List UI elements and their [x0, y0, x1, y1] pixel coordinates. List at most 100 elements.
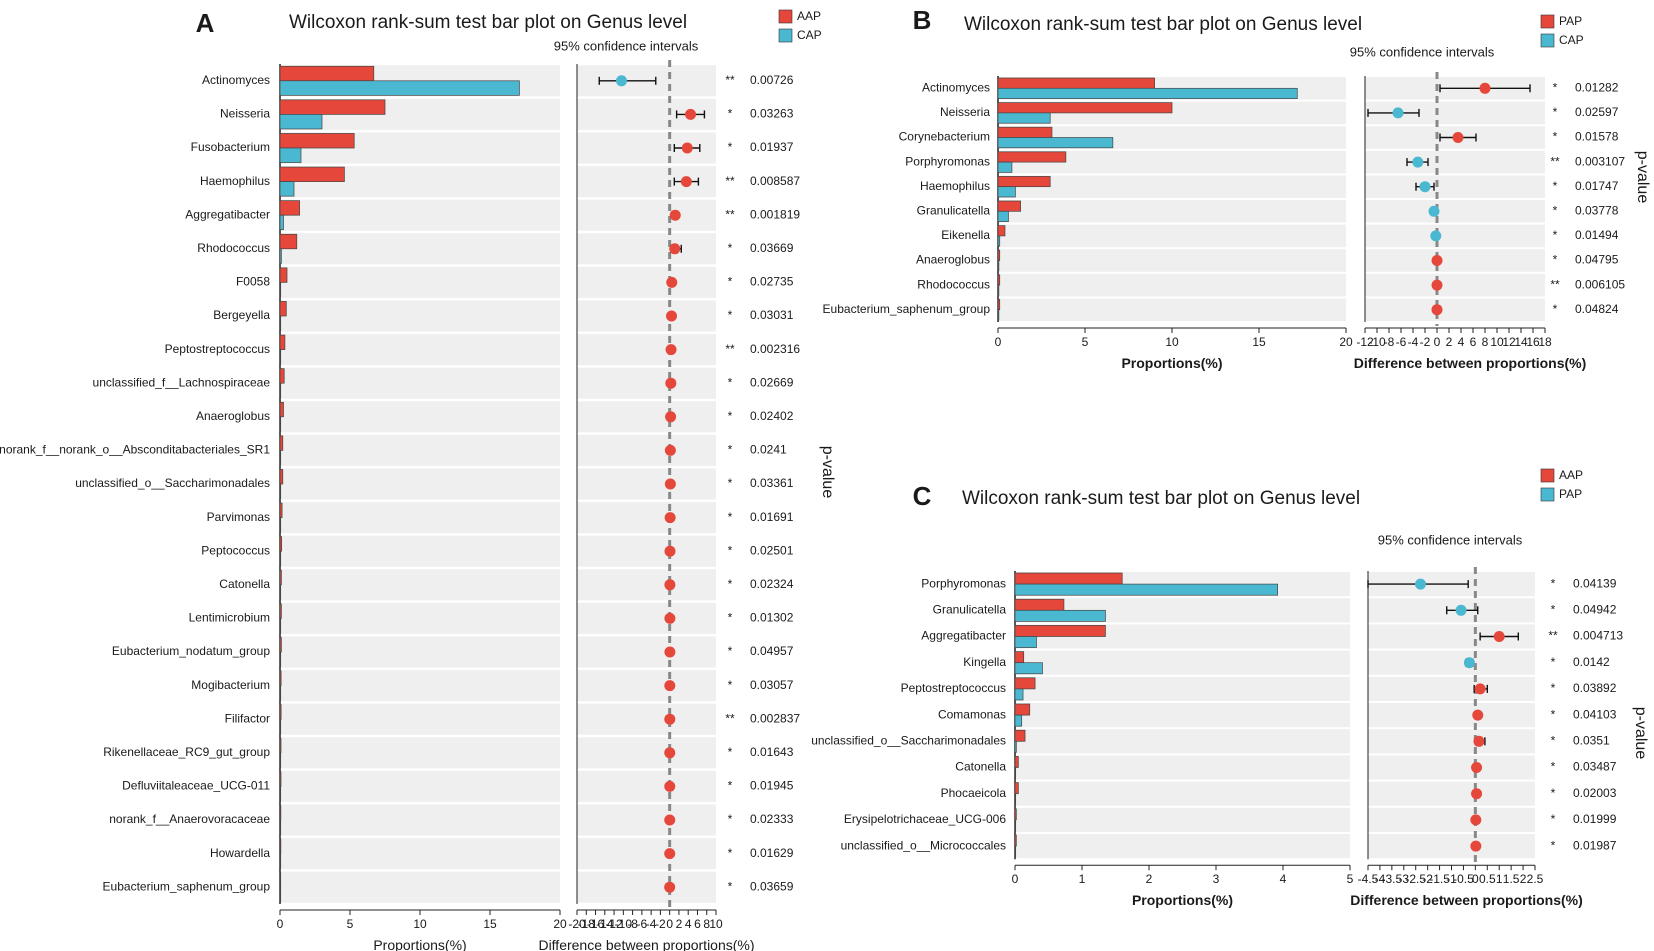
significance-stars: *: [728, 846, 733, 860]
category-label: Corynebacterium: [899, 130, 990, 144]
panel-c: C Wilcoxon rank-sum test bar plot on Genu…: [811, 468, 1649, 908]
p-value: 0.03892: [1573, 681, 1617, 695]
bar-pap: [1014, 609, 1106, 622]
category-label: Anaeroglobus: [196, 409, 270, 423]
significance-stars: *: [1553, 80, 1558, 94]
row-band: [280, 300, 560, 332]
diff-point: [615, 75, 627, 87]
bar-pap: [997, 225, 1006, 237]
bar-cap: [279, 853, 282, 869]
diff-point: [664, 814, 676, 826]
bar-cap: [997, 309, 1000, 321]
bar-pap: [1014, 662, 1043, 675]
p-value: 0.01691: [750, 510, 794, 524]
category-label: Kingella: [963, 655, 1006, 669]
bar-x-tick-label: 0: [995, 335, 1002, 349]
p-value: 0.02324: [750, 577, 794, 591]
p-value: 0.0142: [1573, 655, 1610, 669]
diff-point: [1431, 304, 1443, 316]
row-band: [280, 434, 560, 466]
diff-point: [1419, 181, 1431, 193]
bar-cap: [997, 137, 1114, 149]
diff-x-tick-label: -1: [1446, 872, 1457, 886]
p-value-axis-label: p-value: [1634, 151, 1651, 204]
diff-point: [664, 444, 676, 456]
bar-cap: [279, 80, 520, 96]
diff-x-tick-label: -10: [1368, 335, 1386, 349]
significance-stars: *: [1551, 681, 1556, 695]
row-band: [998, 273, 1346, 297]
significance-stars: **: [725, 73, 735, 87]
p-value: 0.002837: [750, 711, 800, 725]
category-label: Actinomyces: [922, 80, 990, 94]
diff-row-band: [1368, 834, 1535, 859]
row-band: [280, 569, 560, 601]
category-label: Rhodococcus: [917, 277, 990, 291]
category-label: Granulicatella: [917, 203, 991, 217]
diff-point: [1473, 735, 1485, 747]
diff-point: [1428, 205, 1440, 217]
chart-title: Wilcoxon rank-sum test bar plot on Genus…: [962, 488, 1360, 509]
row-band: [280, 871, 560, 903]
diff-point: [1493, 631, 1505, 642]
bar-aap: [279, 99, 386, 115]
diff-point: [666, 310, 678, 322]
category-label: Haemophilus: [920, 179, 990, 193]
diff-point: [669, 209, 681, 221]
bar-x-tick-label: 1: [1079, 872, 1086, 886]
row-band: [280, 636, 560, 668]
panel-letter: C: [913, 481, 932, 511]
bar-pap: [1014, 636, 1037, 648]
bar-cap: [279, 416, 282, 432]
bar-cap: [279, 282, 282, 298]
legend-label-aap: AAP: [797, 9, 821, 23]
bar-pap: [1014, 740, 1017, 753]
bar-aap: [279, 200, 300, 216]
bar-cap: [279, 584, 282, 600]
p-value: 0.04795: [1575, 253, 1619, 267]
p-value: 0.03263: [750, 107, 794, 121]
significance-stars: *: [728, 644, 733, 658]
category-label: Filifactor: [225, 711, 270, 725]
p-value: 0.01937: [750, 140, 794, 154]
diff-point: [1463, 657, 1475, 669]
category-label: Eubacterium_saphenum_group: [823, 302, 991, 316]
diff-x-tick-label: 10: [709, 917, 723, 931]
bar-aap: [1014, 703, 1031, 716]
bar-cap: [279, 685, 282, 701]
diff-x-tick-label: 2: [1520, 872, 1527, 886]
diff-row-band: [1368, 650, 1535, 675]
legend-label-pap: PAP: [1559, 487, 1582, 501]
p-value: 0.02333: [750, 812, 794, 826]
diff-row-band: [577, 434, 716, 466]
p-value: 0.004713: [1573, 629, 1623, 643]
diff-x-tick-label: 2: [676, 917, 683, 931]
diff-point: [685, 108, 697, 120]
significance-stars: *: [728, 443, 733, 457]
diff-point: [664, 579, 676, 591]
diff-point: [666, 276, 678, 288]
diff-row-band: [1368, 755, 1535, 780]
bar-aap: [1014, 677, 1036, 690]
diff-row-band: [1368, 703, 1535, 728]
bar-pap: [1014, 688, 1024, 701]
significance-stars: *: [1553, 179, 1558, 193]
bar-cap: [279, 248, 282, 264]
diff-x-tick-label: 0: [666, 917, 673, 931]
legend-swatch-pap: [1540, 14, 1555, 29]
diff-x-tick-label: -12: [1356, 335, 1374, 349]
p-value: 0.03669: [750, 241, 794, 255]
diff-point: [1471, 762, 1483, 773]
p-value: 0.01494: [1575, 228, 1619, 242]
bar-aap: [279, 233, 298, 250]
p-value: 0.001819: [750, 207, 800, 221]
significance-stars: *: [1553, 253, 1558, 267]
row-band: [1015, 729, 1350, 754]
significance-stars: *: [1553, 105, 1558, 119]
significance-stars: *: [728, 543, 733, 557]
panel-a: A Wilcoxon rank-sum test bar plot on Genu…: [0, 8, 836, 951]
row-band: [998, 150, 1346, 174]
significance-stars: *: [728, 375, 733, 389]
diff-row-band: [1365, 249, 1545, 272]
diff-point: [1431, 279, 1443, 291]
